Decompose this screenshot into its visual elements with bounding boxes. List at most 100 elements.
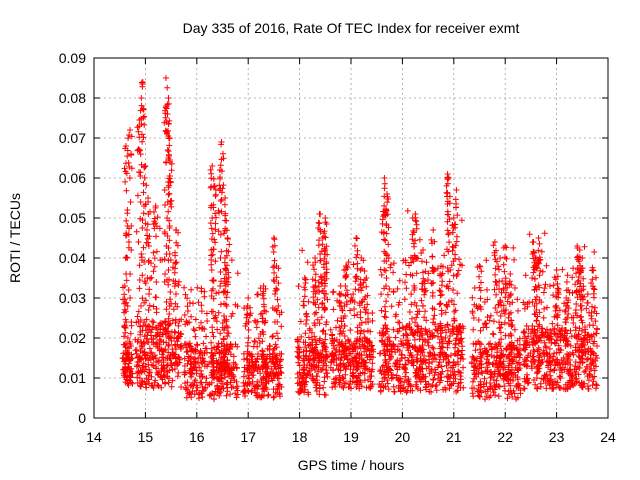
data-point xyxy=(215,228,222,235)
data-point xyxy=(184,348,191,355)
data-point xyxy=(213,290,220,297)
data-point xyxy=(342,353,349,359)
data-point xyxy=(187,343,194,350)
data-point xyxy=(383,325,390,332)
data-point xyxy=(426,356,433,363)
data-point xyxy=(305,342,312,349)
data-point xyxy=(419,359,426,365)
data-point xyxy=(364,336,370,343)
data-point xyxy=(378,271,385,278)
data-point xyxy=(200,340,207,347)
data-point xyxy=(570,320,577,326)
x-tick-label: 18 xyxy=(292,429,308,445)
data-point xyxy=(263,308,269,315)
data-point xyxy=(161,229,168,235)
data-point xyxy=(484,296,491,303)
data-point xyxy=(217,301,224,308)
y-tick-label: 0.07 xyxy=(59,130,86,146)
data-point xyxy=(136,277,143,283)
data-point xyxy=(217,162,224,169)
data-point xyxy=(323,367,330,373)
data-point xyxy=(210,201,217,208)
data-point xyxy=(160,331,167,338)
data-point xyxy=(572,307,579,313)
data-point xyxy=(446,193,453,200)
data-point xyxy=(531,303,538,309)
data-point xyxy=(584,348,590,355)
data-point xyxy=(583,356,590,363)
data-point xyxy=(246,375,253,381)
data-point xyxy=(382,237,389,244)
data-point xyxy=(413,314,420,321)
data-point xyxy=(533,293,540,300)
data-point xyxy=(202,345,209,352)
data-point xyxy=(165,100,172,107)
data-point xyxy=(120,341,127,348)
data-point xyxy=(124,351,131,357)
data-point xyxy=(526,231,533,238)
data-point xyxy=(532,381,539,388)
data-point xyxy=(166,303,173,309)
data-point xyxy=(492,392,499,399)
data-point xyxy=(525,379,532,386)
data-point xyxy=(521,361,528,367)
data-point xyxy=(425,380,432,387)
data-point xyxy=(197,347,204,354)
data-point xyxy=(144,227,150,233)
data-point xyxy=(240,389,247,396)
data-point xyxy=(425,342,432,349)
data-point xyxy=(457,329,463,336)
data-point xyxy=(396,299,403,306)
data-point xyxy=(340,384,347,391)
data-point xyxy=(398,355,405,362)
data-point xyxy=(209,230,216,237)
data-point xyxy=(444,190,451,197)
data-point xyxy=(508,361,515,367)
data-point xyxy=(209,163,216,169)
data-point xyxy=(211,183,218,189)
data-point xyxy=(407,349,414,356)
y-tick-label: 0.02 xyxy=(59,330,86,346)
data-point xyxy=(174,334,181,341)
data-point xyxy=(540,376,547,383)
data-point xyxy=(150,303,157,310)
data-point xyxy=(170,306,177,313)
data-point xyxy=(296,389,303,396)
data-point xyxy=(383,343,390,350)
data-point xyxy=(511,353,518,360)
data-point xyxy=(153,233,159,240)
data-point xyxy=(543,349,550,356)
data-point xyxy=(301,302,308,309)
data-point xyxy=(418,250,425,256)
data-point xyxy=(497,313,504,319)
data-point xyxy=(364,292,371,299)
data-point xyxy=(590,322,597,329)
data-point xyxy=(274,330,280,337)
data-point xyxy=(137,383,144,390)
data-point xyxy=(217,231,224,238)
data-point xyxy=(476,273,483,280)
data-point xyxy=(394,285,401,292)
data-point xyxy=(581,243,588,250)
data-point xyxy=(563,303,569,309)
data-point xyxy=(201,326,208,333)
x-tick-label: 14 xyxy=(86,429,102,445)
data-point xyxy=(217,198,224,204)
data-point xyxy=(530,377,537,383)
data-point xyxy=(312,259,319,266)
data-point xyxy=(377,367,384,373)
data-point xyxy=(260,386,267,393)
data-point xyxy=(217,330,224,337)
data-point xyxy=(124,207,131,213)
data-point xyxy=(532,359,539,365)
data-point xyxy=(420,303,426,309)
data-point xyxy=(122,325,129,331)
data-point xyxy=(295,388,302,395)
data-point xyxy=(139,295,146,302)
data-point xyxy=(265,391,272,398)
chart-title: Day 335 of 2016, Rate Of TEC Index for r… xyxy=(183,20,520,36)
data-point xyxy=(582,367,589,374)
data-point xyxy=(259,365,266,372)
data-point xyxy=(567,327,574,334)
data-point xyxy=(589,303,595,310)
